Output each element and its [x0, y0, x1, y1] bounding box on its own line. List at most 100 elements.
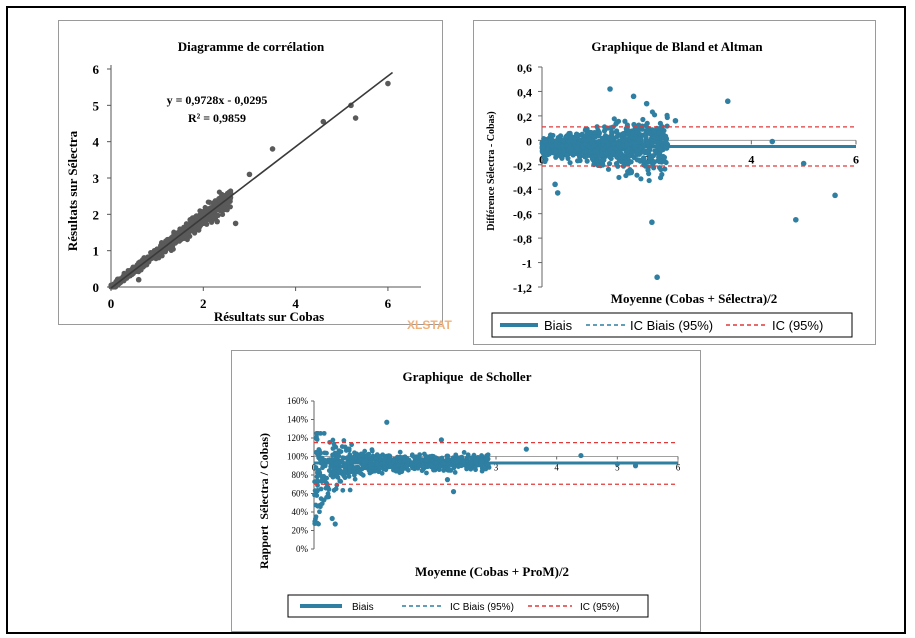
- data-point: [793, 216, 799, 223]
- data-point: [352, 476, 358, 482]
- x-tick-label: 3: [494, 463, 499, 473]
- data-point: [549, 137, 555, 143]
- data-point: [567, 130, 573, 136]
- data-point: [582, 141, 588, 147]
- data-point: [342, 468, 348, 473]
- data-point: [642, 163, 649, 169]
- data-point: [387, 462, 393, 467]
- y-tick-label: 5: [93, 98, 100, 113]
- data-point: [672, 117, 679, 124]
- correlation-title: Diagramme de corrélation: [178, 39, 325, 54]
- data-point: [578, 452, 584, 459]
- data-point: [377, 465, 383, 471]
- data-point: [555, 143, 562, 150]
- data-point: [130, 264, 136, 271]
- data-point: [314, 437, 320, 442]
- data-point: [614, 461, 620, 467]
- data-point: [215, 196, 222, 203]
- data-point: [335, 454, 341, 459]
- data-point: [600, 138, 606, 144]
- scholler-chart: Graphique de Scholler Rapport Sélectra /…: [257, 369, 681, 618]
- data-point: [578, 153, 584, 159]
- data-point: [315, 430, 321, 436]
- data-point: [658, 146, 664, 152]
- data-point: [344, 460, 350, 466]
- data-point: [581, 149, 587, 155]
- data-point: [324, 475, 330, 481]
- data-point: [405, 460, 410, 466]
- bland-altman-ylabel: Différence Sélectra - Cobas): [486, 111, 497, 231]
- data-point: [800, 160, 807, 167]
- data-point: [423, 458, 429, 463]
- data-point: [368, 460, 374, 466]
- y-tick-label: 0%: [296, 544, 309, 554]
- y-tick-label: 2: [93, 207, 100, 222]
- y-tick-label: -1: [522, 257, 532, 271]
- data-point: [320, 465, 325, 471]
- data-point: [611, 116, 617, 122]
- data-point: [457, 458, 463, 464]
- correlation-panel: Diagramme de corrélation Résultats sur S…: [58, 20, 452, 332]
- data-point: [663, 138, 669, 144]
- data-point: [657, 151, 663, 157]
- data-point: [625, 131, 631, 137]
- data-point: [207, 199, 213, 206]
- legend-ic-label: IC (95%): [772, 318, 823, 333]
- data-point: [613, 129, 620, 135]
- data-point: [444, 477, 451, 483]
- data-point: [312, 488, 318, 493]
- data-point: [227, 204, 233, 210]
- bland-altman-xlabel: Moyenne (Cobas + Sélectra)/2: [611, 291, 778, 306]
- data-point: [638, 132, 644, 138]
- data-point: [661, 154, 668, 160]
- data-point: [568, 146, 574, 152]
- data-point: [346, 446, 352, 452]
- data-point: [635, 123, 641, 129]
- data-point: [554, 190, 561, 196]
- data-point: [338, 449, 344, 455]
- data-point: [654, 274, 660, 281]
- data-point: [769, 138, 776, 145]
- data-point: [269, 146, 276, 152]
- data-point: [600, 162, 606, 168]
- data-point: [624, 150, 630, 156]
- data-point: [523, 446, 529, 452]
- data-point: [312, 492, 317, 498]
- y-tick-label: 140%: [287, 415, 309, 425]
- data-point: [643, 100, 650, 107]
- data-point: [246, 171, 253, 178]
- data-point: [624, 159, 630, 165]
- data-point: [616, 174, 622, 181]
- data-point: [313, 514, 319, 520]
- data-point: [606, 161, 613, 167]
- data-point: [475, 455, 481, 460]
- data-point: [184, 236, 190, 243]
- data-point: [658, 166, 664, 173]
- data-point: [329, 515, 335, 522]
- y-tick-label: -0,6: [513, 208, 532, 222]
- data-point: [437, 463, 442, 469]
- data-point: [630, 93, 637, 100]
- data-point: [650, 153, 657, 159]
- data-point: [459, 454, 465, 460]
- data-point: [568, 134, 574, 140]
- data-point: [385, 80, 391, 87]
- scholler-title: Graphique de Scholler: [403, 369, 532, 384]
- data-point: [341, 455, 347, 461]
- data-point: [359, 452, 365, 458]
- data-point: [424, 470, 429, 476]
- data-point: [613, 160, 620, 167]
- regression-line: [110, 71, 394, 289]
- data-point: [567, 160, 573, 166]
- data-point: [549, 143, 555, 149]
- data-point: [232, 220, 239, 227]
- data-point: [724, 98, 731, 105]
- data-point: [219, 206, 225, 212]
- data-point: [391, 463, 397, 469]
- data-point: [461, 450, 467, 455]
- data-point: [320, 118, 327, 125]
- data-point: [596, 138, 602, 145]
- data-point: [452, 470, 458, 475]
- data-point: [589, 156, 596, 162]
- data-point: [584, 130, 591, 137]
